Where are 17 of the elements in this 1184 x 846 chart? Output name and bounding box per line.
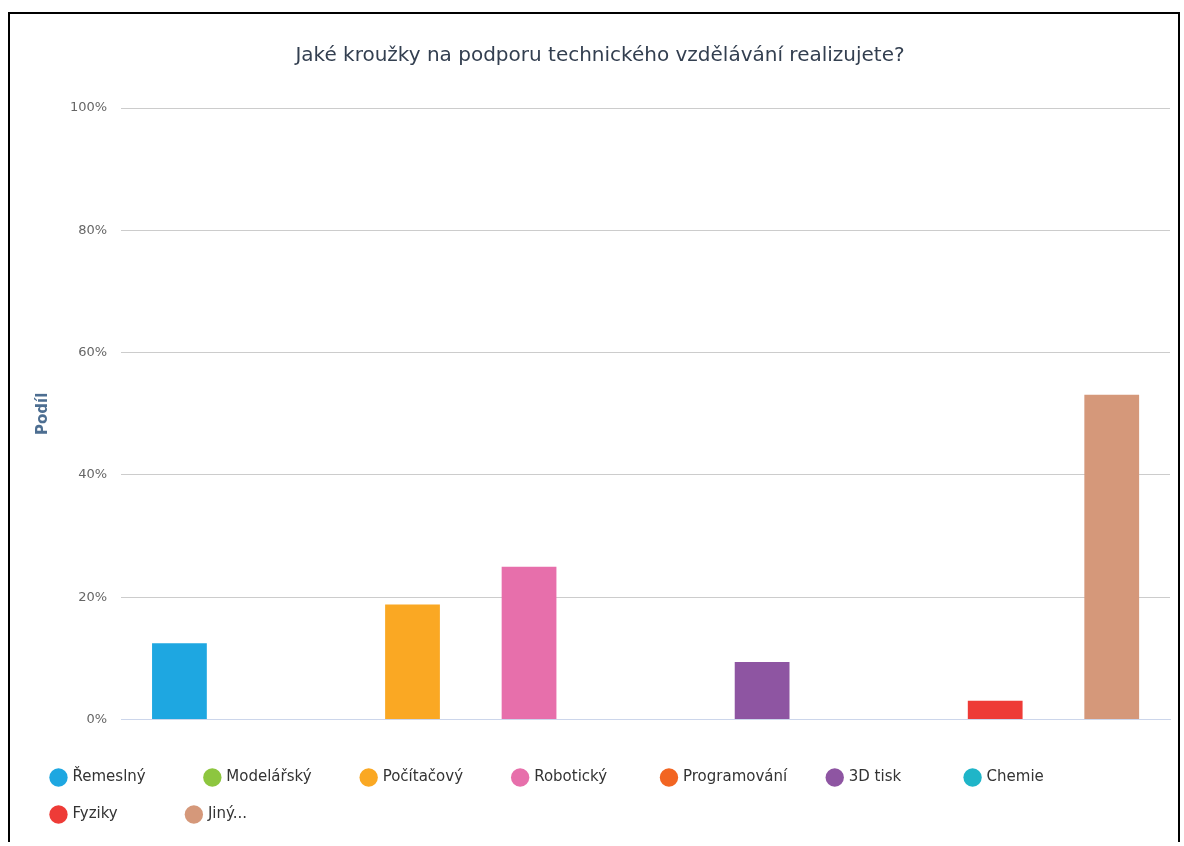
y-tick-label: 0% [86,710,108,726]
legend-label: Počítačový [382,767,492,786]
legend-label: Řemeslný [72,766,184,786]
legend-label: Programování [682,767,807,786]
y-axis-title: Podíl [32,392,51,435]
legend-label: Modelářský [226,767,341,786]
y-tick-label: 60% [78,344,108,360]
legend-label: Chemie [986,767,1092,786]
chart-title: Jaké kroužky na podporu technického vzdělávání realizujete? [293,42,905,67]
y-tick-label: 20% [78,588,108,604]
legend-label: Fyziky [72,804,166,823]
legend-label: Jiný... [206,804,290,823]
y-tick-label: 40% [78,466,108,482]
legend-label: Robotický [534,767,641,786]
legend-label: 3D tisk [848,767,945,786]
y-tick-label: 80% [78,221,108,237]
y-tick-label: 100% [69,99,108,115]
